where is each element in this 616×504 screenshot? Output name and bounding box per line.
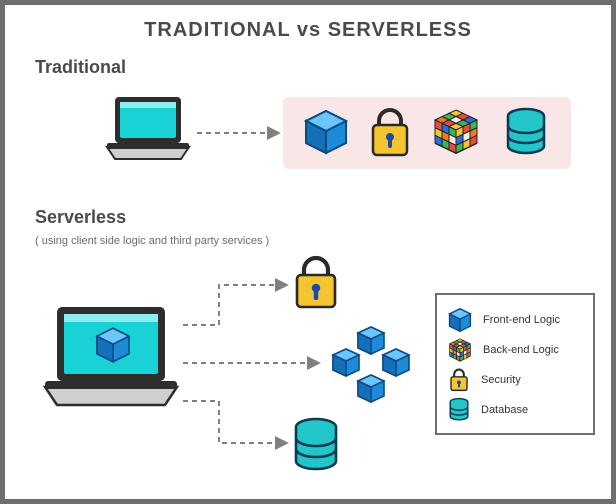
serverless-laptop-icon (43, 301, 179, 413)
serverless-cube-cluster (323, 325, 419, 411)
legend-item-database: Database (447, 397, 583, 423)
security-lock-icon (367, 107, 413, 159)
legend-label: Back-end Logic (483, 344, 559, 356)
serverless-note: ( using client side logic and third part… (35, 235, 269, 247)
legend-item-frontend: Front-end Logic (447, 307, 583, 333)
backend-rubik-icon (431, 107, 481, 157)
frontend-cube-icon (447, 307, 473, 333)
serverless-database-icon (291, 417, 341, 475)
legend-item-security: Security (447, 367, 583, 393)
legend-label: Database (481, 404, 528, 416)
serverless-security-lock-icon (291, 255, 341, 311)
frontend-cube-icon (301, 107, 351, 157)
legend-label: Front-end Logic (483, 314, 560, 326)
database-icon (503, 107, 549, 159)
database-icon (447, 397, 471, 423)
traditional-label: Traditional (35, 57, 126, 78)
main-title: TRADITIONAL vs SERVERLESS (5, 19, 611, 42)
traditional-arrow (197, 123, 283, 143)
security-lock-icon (447, 367, 471, 393)
legend-label: Security (481, 374, 521, 386)
traditional-laptop-icon (105, 93, 191, 165)
diagram-frame: TRADITIONAL vs SERVERLESS Traditional (0, 0, 616, 504)
legend-item-backend: Back-end Logic (447, 337, 583, 363)
backend-rubik-icon (447, 337, 473, 363)
legend-box: Front-end Logic (435, 293, 595, 435)
serverless-label: Serverless (35, 207, 126, 228)
